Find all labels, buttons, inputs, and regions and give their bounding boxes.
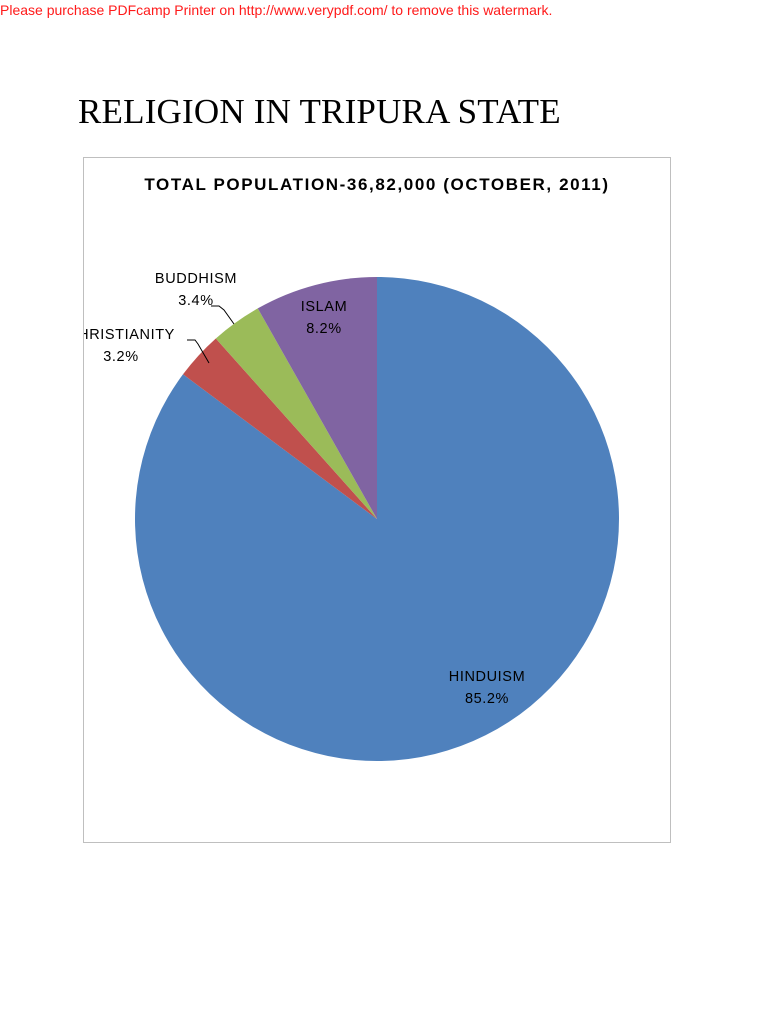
pie-label-buddhism: BUDDHISM [155,271,237,287]
pie-value-label-hinduism: 85.2% [465,691,509,707]
pie-slice-buddhism [215,308,377,519]
pie-value-label-christianity: 3.2% [103,349,138,365]
pie-value-label-islam: 8.2% [306,321,341,337]
leader-line-buddhism [211,305,235,325]
pie-label-islam: ISLAM [301,299,348,315]
leader-line-christianity [187,339,210,364]
chart-container: TOTAL POPULATION-36,82,000 (OCTOBER, 201… [83,157,671,843]
pie-chart: TOTAL POPULATION-36,82,000 (OCTOBER, 201… [84,175,619,761]
chart-title: TOTAL POPULATION-36,82,000 (OCTOBER, 201… [144,175,609,194]
pie-label-christianity: CHRISTIANITY [84,327,175,343]
pie-leader-lines [187,305,235,364]
pie-labels: HINDUISM 85.2% CHRISTIANITY 3.2% BUDDHISM 3.4… [84,271,525,707]
watermark-text: Please purchase PDFcamp Printer on http:… [0,2,553,18]
pie-slice-islam [257,277,377,519]
pie-slices [134,277,619,761]
pie-value-label-buddhism: 3.4% [178,293,213,309]
pie-label-hinduism: HINDUISM [449,669,526,685]
pie-slice-christianity [183,338,377,519]
page-title: RELIGION IN TRIPURA STATE [78,92,561,131]
